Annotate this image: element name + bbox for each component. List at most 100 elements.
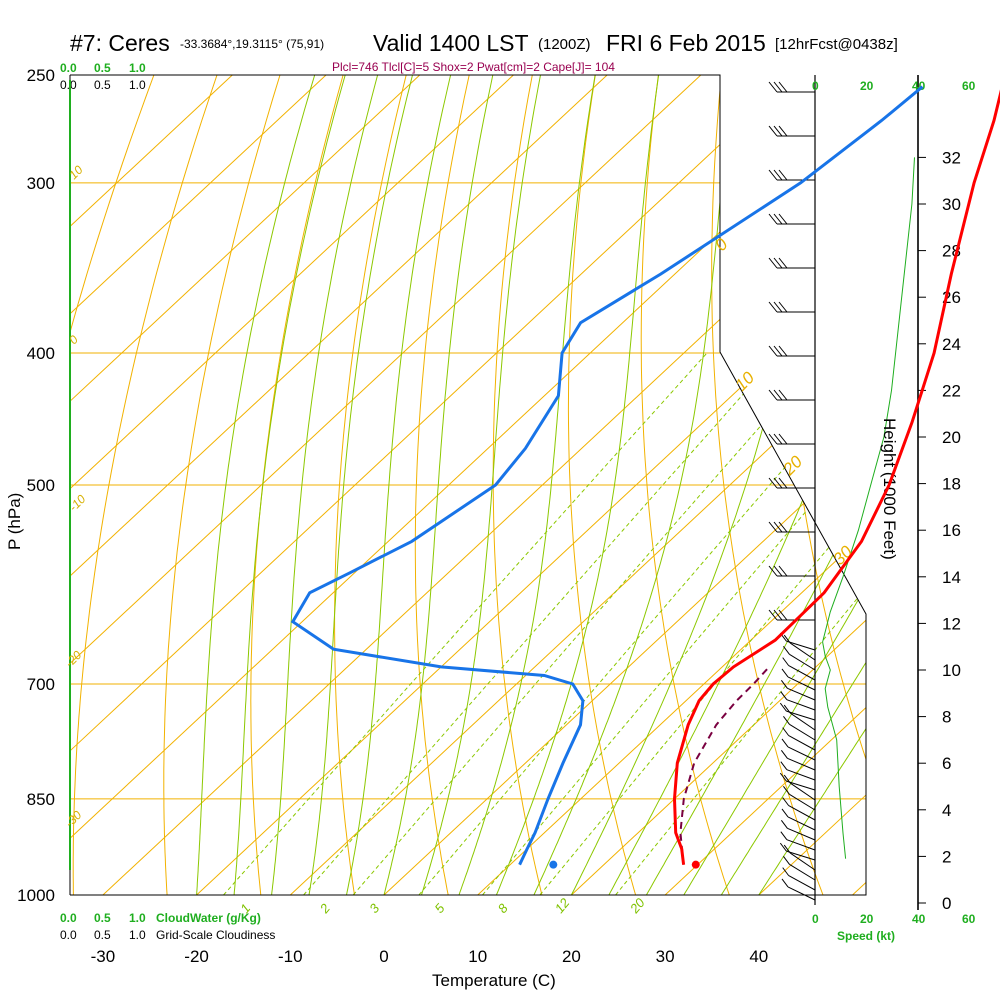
wind-barb-flag [768,345,778,357]
wind-barb-flag [783,634,791,644]
temperature-tick: 30 [656,947,675,966]
isotherm-line [289,75,866,895]
isotherm-line [70,75,795,895]
height-tick: 6 [942,754,951,773]
mixing-ratio-label: 8 [495,900,512,916]
moist-adiabat-lines [196,75,866,895]
wind-barb-flag [768,81,778,93]
wind-barb-shaft [789,642,816,661]
isotherm-line [852,75,866,895]
dry-adiabat [163,75,281,895]
height-tick: 2 [942,847,951,866]
cloud-scale-black-0: 0.0 [60,78,77,92]
wind-barb-flag [768,609,778,621]
isotherm-line [70,75,421,895]
wind-barb-shaft [788,805,816,821]
wind-barb-flag [782,867,790,876]
cloud-scale-bottom: 0.0 0.5 1.0 CloudWater (g/Kg) 0.0 0.5 1.… [60,911,275,942]
moist-adiabat [758,75,866,895]
isotherm-label: 20 [779,452,807,480]
height-tick: 16 [942,521,961,540]
wind-barb-flag [778,301,788,313]
wind-barb-shaft [787,676,816,691]
wind-barb-flag [773,521,783,533]
dry-adiabat [414,75,470,895]
height-tick: 14 [942,568,961,587]
temperature-tick: -10 [278,947,303,966]
wind-barb-flag [768,257,778,269]
dry-adiabat [70,75,155,895]
isotherm-line [196,75,866,895]
wind-barb-flag [778,257,788,269]
wind-barb-flag [782,657,790,666]
isotherm-label: -20 [62,648,84,670]
wind-barb-shaft [788,735,816,751]
temperature-tick: 10 [468,947,487,966]
wind-barb-shaft [789,863,816,881]
wind-barb-flag [780,680,788,689]
wind-barb-shaft [786,769,816,781]
cloud-scale-green-1: 0.5 [94,61,111,75]
wind-barb-flag [778,389,788,401]
moist-adiabat [720,75,866,895]
dry-adiabat-lines [70,75,1000,895]
plot-frame [70,74,867,896]
wind-barb-shaft [786,640,816,651]
pressure-tick-850: 850 [27,790,55,809]
cloud-scale-green-2: 1.0 [129,61,146,75]
isotherm-label: -30 [62,808,84,830]
speed-scale-bottom: 0 20 40 60 [812,912,976,926]
mixing-ratio-line [352,352,826,895]
wind-barb-flag [781,738,789,748]
cloudiness-label: Grid-Scale Cloudiness [156,928,275,942]
cloudwater-label: CloudWater (g/Kg) [156,911,261,925]
wind-barb-shaft [789,723,816,741]
wind-barb-flag [773,477,783,489]
wind-barb-flag [773,81,783,93]
speed-bottom-0: 0 [812,912,819,926]
isotherm-line [477,75,866,895]
height-tick: 10 [942,661,961,680]
speed-scale-top: 0 20 40 60 [812,79,976,93]
wind-barb-flag [768,477,778,489]
height-tick: 8 [942,708,951,727]
wind-barb-flag [768,125,778,137]
mixing-ratio-line [418,352,866,895]
wind-barb-flag [778,81,788,93]
isotherm-line [70,75,702,895]
mixing-ratio-line [615,352,866,895]
wind-barb-flag [778,433,788,445]
wind-barb-shaft [786,839,816,851]
moist-adiabat [421,75,541,895]
wind-barb-shaft [786,850,816,861]
mixing-ratio-labels: 1 2 3 5 8 12 20 [237,895,648,917]
wind-barb-flag [778,169,788,181]
pressure-tick-300: 300 [27,174,55,193]
wind-barb-flag [780,750,788,759]
wind-barb-flag [768,565,778,577]
wind-barb-shaft [787,757,816,771]
isotherm-line [70,75,233,895]
height-tick: 4 [942,801,951,820]
station-coords: -33.3684°,19.3115° (75,91) [180,37,324,51]
forecast-info: [12hrFcst@0438z] [775,36,898,53]
height-tick: 20 [942,428,961,447]
isotherm-line [70,75,327,895]
height-tick: 22 [942,381,961,400]
pressure-axis-label: P (hPa) [5,493,24,550]
wind-barb-flag [768,521,778,533]
moist-adiabat [271,75,379,895]
wind-barb-flag [783,856,790,865]
moist-adiabat [196,75,316,895]
wind-barb-shaft [787,816,816,831]
dry-adiabat [974,75,1000,895]
cloud-bottom-green-0: 0.0 [60,911,77,925]
height-tick: 32 [942,148,961,167]
wind-barb-flag [779,772,787,782]
wind-barb-flag [779,702,787,712]
wind-barb-shaft [788,665,816,681]
wind-barb-flag [768,169,778,181]
wind-barb-flag [778,521,788,533]
